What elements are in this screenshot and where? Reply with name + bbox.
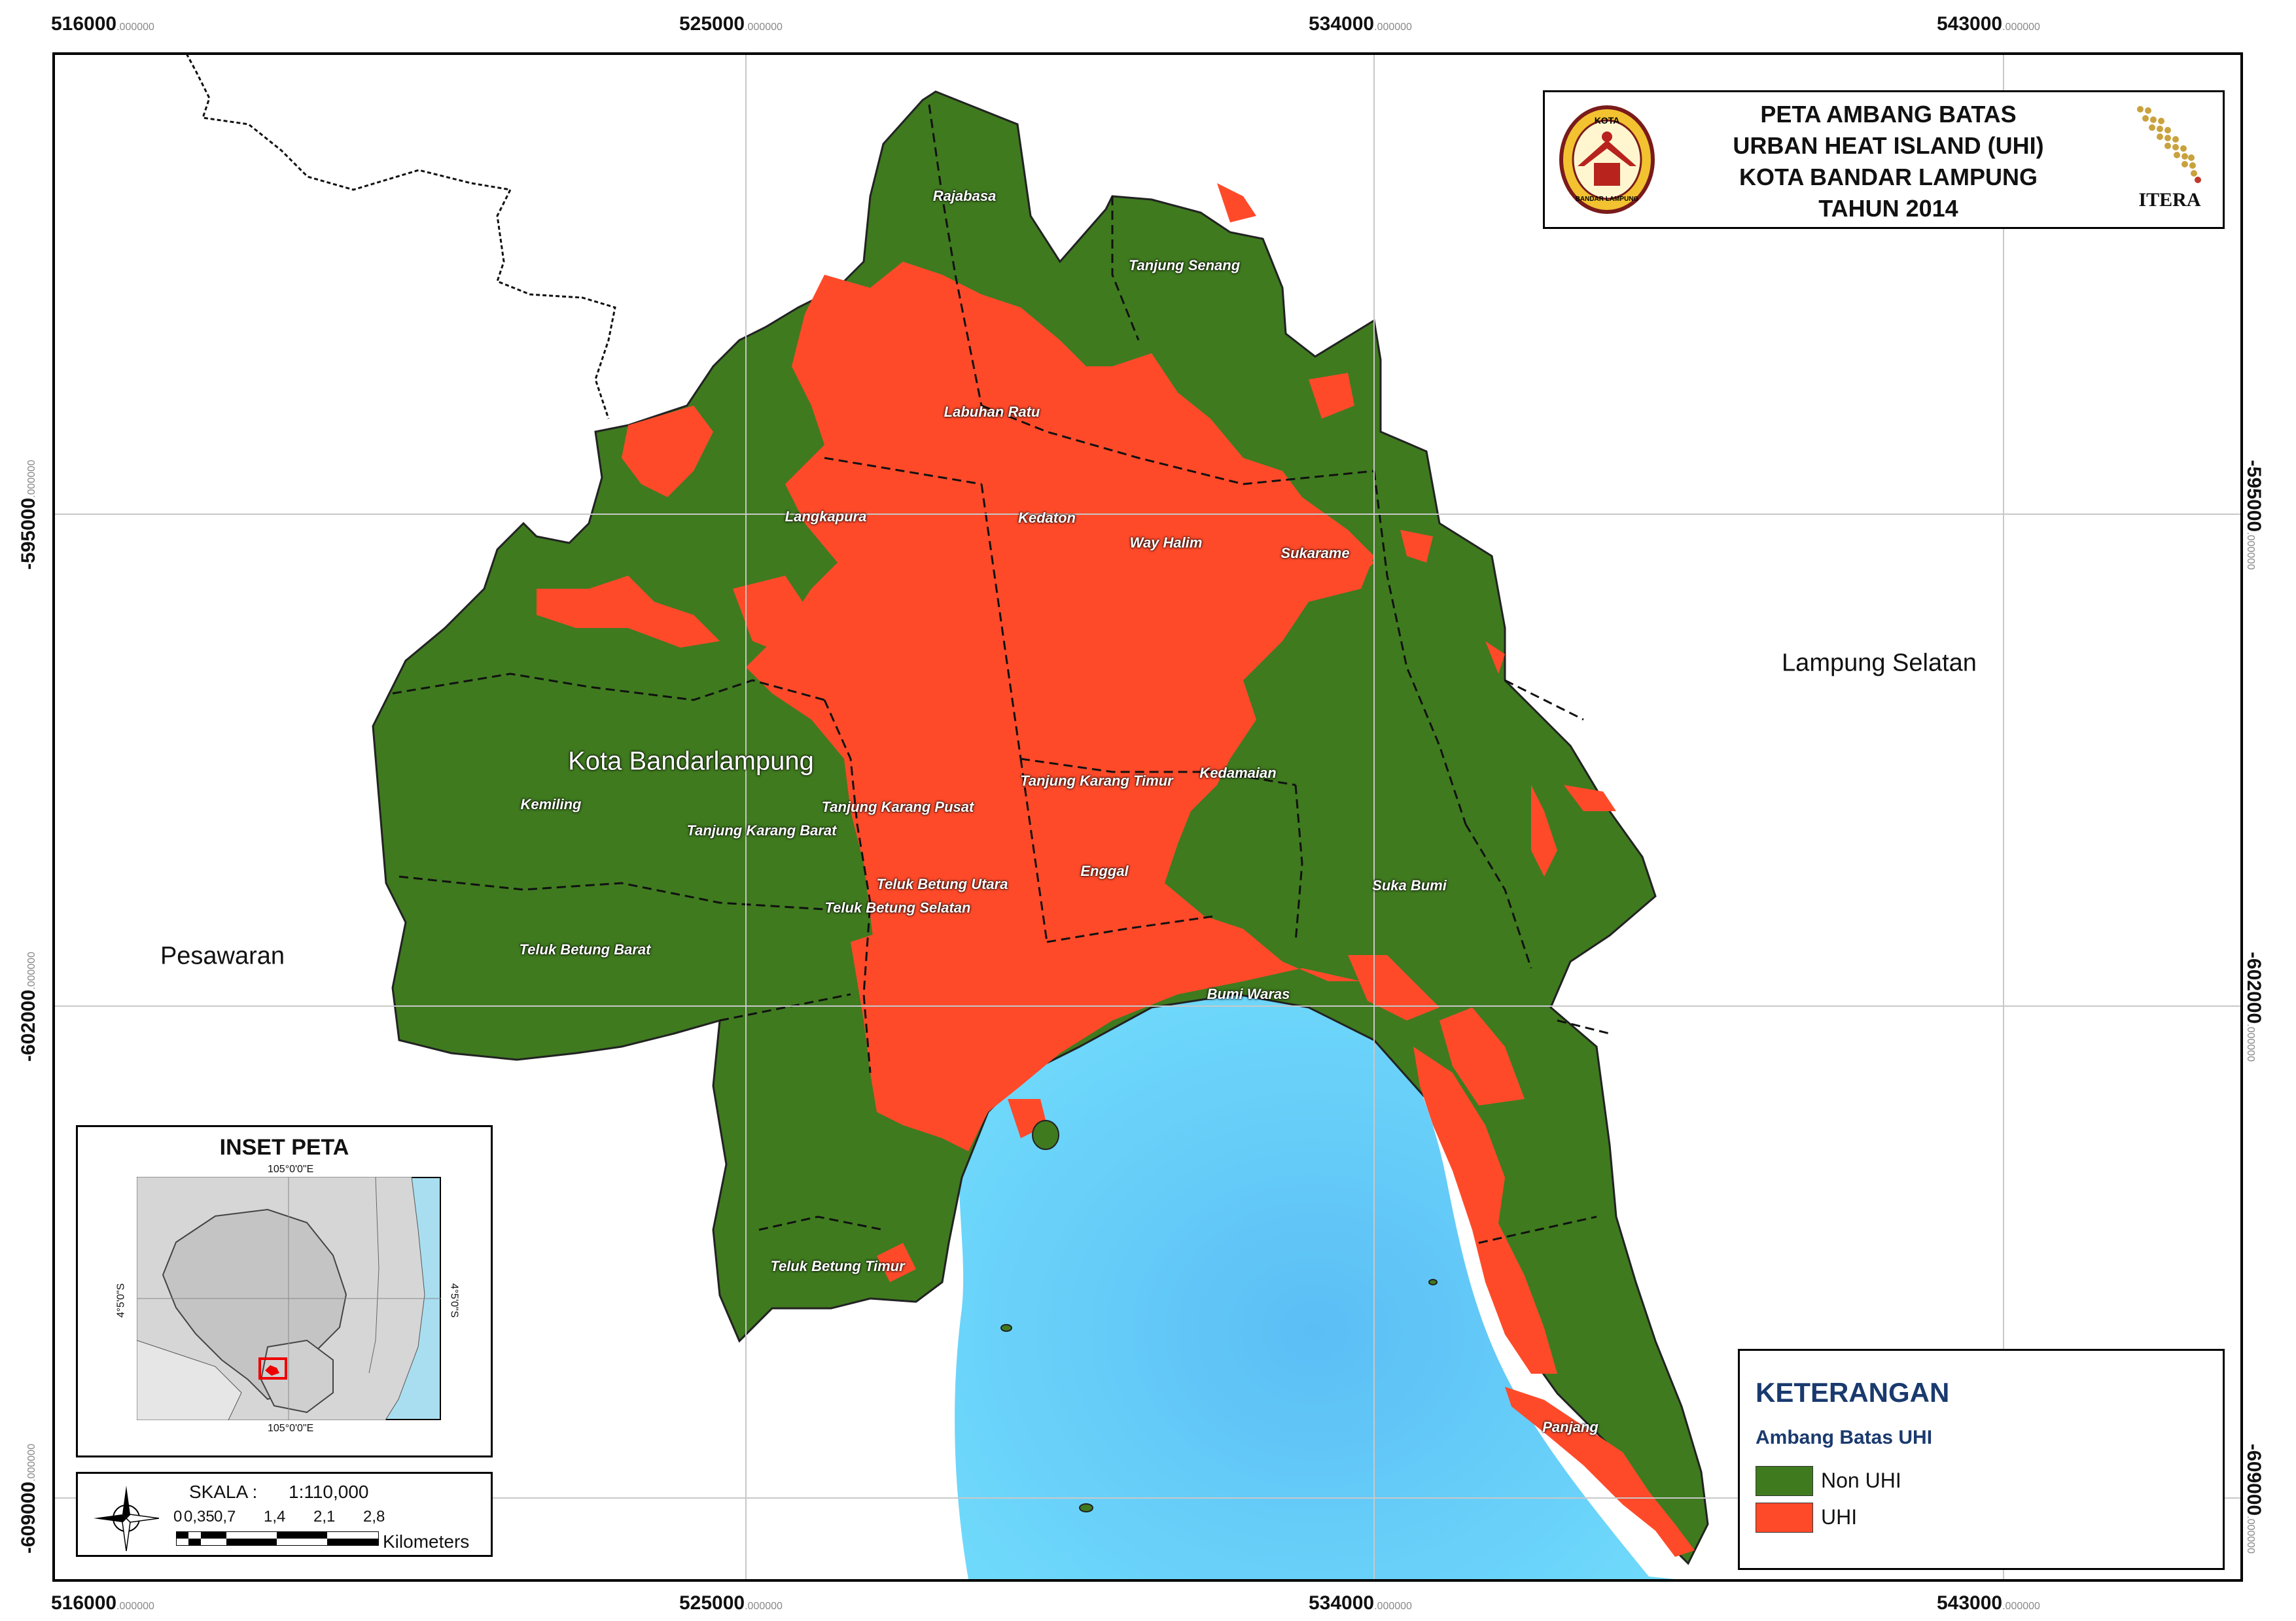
north-arrow-icon — [94, 1486, 160, 1552]
district-label: Panjang — [1542, 1419, 1598, 1435]
inset-map-box: INSET PETA 105°0'0"E 105°0'0"E 4°5'0"S 4… — [76, 1125, 493, 1457]
inset-map-drawing — [137, 1177, 441, 1420]
region-west-label: Pesawaran — [160, 942, 285, 970]
itera-logo: ITERA — [2121, 101, 2219, 219]
scale-bar — [176, 1531, 379, 1546]
city-emblem-icon: KOTA BANDAR LAMPUNG — [1559, 105, 1655, 214]
x-tick-top: 525000.000000 — [679, 13, 783, 35]
district-label: Tanjung Karang Timur — [1020, 773, 1173, 789]
uhi-areas — [537, 183, 1695, 1557]
title-line: URBAN HEAT ISLAND (UHI) — [1733, 132, 2044, 159]
x-tick-bottom: 516000.000000 — [51, 1592, 154, 1614]
emblem-text-top: KOTA — [1595, 115, 1620, 126]
x-tick-bottom: 525000.000000 — [679, 1592, 783, 1614]
x-tick-top: 534000.000000 — [1309, 13, 1412, 35]
x-tick-bottom: 534000.000000 — [1309, 1592, 1412, 1614]
legend-swatch — [1756, 1503, 1813, 1533]
region-east-label: Lampung Selatan — [1782, 649, 1977, 677]
district-label: Teluk Betung Timur — [770, 1258, 905, 1274]
inset-lon-bottom: 105°0'0"E — [268, 1423, 314, 1434]
x-tick-top: 543000.000000 — [1937, 13, 2040, 35]
district-label: Teluk Betung Selatan — [824, 899, 971, 916]
y-tick-left: -595000.000000 — [17, 460, 39, 570]
district-label: Way Halim — [1129, 534, 1203, 551]
scale-tick: 0 — [173, 1508, 183, 1525]
title-line: TAHUN 2014 — [1818, 195, 1958, 222]
legend-label: Non UHI — [1821, 1469, 1901, 1492]
district-label: Bumi Waras — [1207, 986, 1290, 1002]
region-city-label: Kota Bandarlampung — [568, 746, 814, 776]
district-label: Suka Bumi — [1372, 877, 1447, 894]
scale-tick: 1,4 — [264, 1508, 286, 1525]
y-tick-left: -602000.000000 — [17, 952, 39, 1062]
title-box: KOTA BANDAR LAMPUNG PETA AMBANG BATAS UR… — [1543, 90, 2225, 229]
district-label: Teluk Betung Utara — [876, 876, 1008, 892]
scale-tick: 2,1 — [313, 1508, 336, 1525]
itera-logo-icon — [2137, 106, 2201, 183]
y-tick-right: -602000.000000 — [2242, 952, 2265, 1062]
title-line: KOTA BANDAR LAMPUNG — [1739, 164, 2038, 190]
islands — [1000, 1120, 1438, 1512]
district-label: Rajabasa — [932, 188, 997, 204]
sea-area — [955, 959, 1675, 1579]
inset-lon-top: 105°0'0"E — [268, 1164, 314, 1175]
scale-ratio: 1:110,000 — [289, 1482, 369, 1502]
legend: KETERANGAN Ambang Batas UHI Non UHI UHI — [1738, 1349, 2225, 1570]
title-line: PETA AMBANG BATAS — [1760, 101, 2017, 128]
district-label: Kedaton — [1018, 510, 1076, 526]
district-label: Teluk Betung Barat — [519, 941, 651, 958]
legend-title: KETERANGAN — [1756, 1377, 1950, 1408]
regency-boundary — [185, 53, 616, 419]
itera-label: ITERA — [2138, 189, 2201, 211]
scale-label: SKALA : — [189, 1482, 258, 1502]
inset-lat-right: 4°5'0"S — [448, 1283, 460, 1318]
district-label: Kedamaian — [1199, 765, 1277, 781]
scale-tick: 2,8 — [363, 1508, 385, 1525]
scale-unit: Kilometers — [383, 1531, 470, 1552]
legend-subtitle: Ambang Batas UHI — [1756, 1427, 1933, 1448]
y-tick-right: -595000.000000 — [2242, 460, 2265, 570]
district-label: Langkapura — [785, 508, 867, 525]
y-tick-right: -609000.000000 — [2242, 1444, 2265, 1554]
y-tick-left: -609000.000000 — [17, 1444, 39, 1554]
x-tick-top: 516000.000000 — [51, 13, 154, 35]
inset-lat-left: 4°5'0"S — [115, 1283, 127, 1318]
scale-tick: 0,35 — [184, 1508, 215, 1525]
district-label: Kemiling — [520, 796, 582, 812]
scale-tick: 0,7 — [214, 1508, 236, 1525]
district-label: Sukarame — [1280, 545, 1350, 561]
district-label: Enggal — [1080, 863, 1129, 879]
legend-label: UHI — [1821, 1505, 1858, 1529]
inset-title: INSET PETA — [219, 1135, 349, 1160]
district-label: Tanjung Karang Barat — [686, 822, 837, 839]
district-boundaries — [392, 104, 1610, 1244]
x-tick-bottom: 543000.000000 — [1937, 1592, 2040, 1614]
district-label: Tanjung Karang Pusat — [821, 799, 974, 815]
district-label: Tanjung Senang — [1128, 257, 1241, 273]
map-title: PETA AMBANG BATAS URBAN HEAT ISLAND (UHI… — [1663, 99, 2114, 224]
emblem-text-bottom: BANDAR LAMPUNG — [1576, 196, 1639, 203]
legend-swatch — [1756, 1466, 1813, 1496]
district-label: Labuhan Ratu — [944, 404, 1040, 420]
scale-box: SKALA : 1:110,000 0 0,35 0,7 1,4 2,1 2,8… — [76, 1472, 493, 1557]
